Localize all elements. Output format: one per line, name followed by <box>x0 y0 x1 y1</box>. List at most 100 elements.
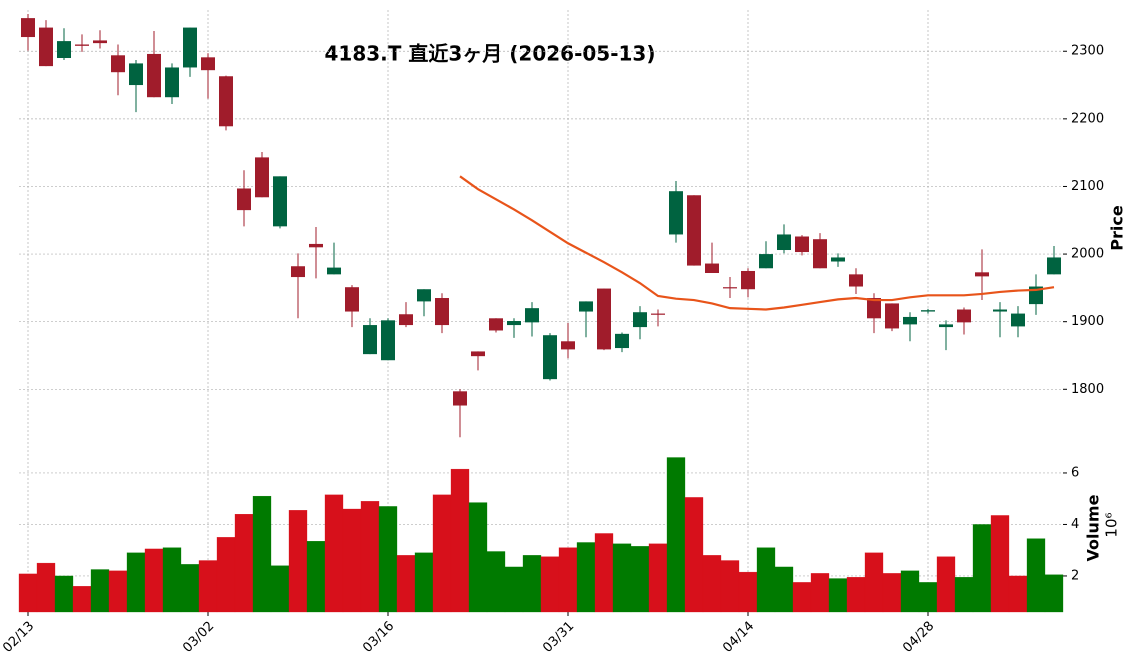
moving-average-line <box>459 175 1055 311</box>
candle-body <box>381 320 395 361</box>
volume-bar <box>720 560 740 613</box>
candle-body <box>507 321 521 326</box>
volume-bar <box>540 556 560 613</box>
volume-bar <box>18 573 38 613</box>
volume-bar <box>774 566 794 613</box>
candle-body <box>1011 313 1025 327</box>
volume-bar <box>1044 574 1064 613</box>
candle-body <box>669 191 683 235</box>
candle-body <box>723 287 737 289</box>
candle-body <box>921 310 935 312</box>
candle-body <box>705 263 719 274</box>
candle-body <box>471 351 485 357</box>
candle-body <box>543 335 557 380</box>
volume-bar <box>972 524 992 613</box>
candle-body <box>111 55 125 73</box>
volume-bar <box>990 515 1010 613</box>
volume-bar <box>432 494 452 613</box>
volume-bar <box>504 566 524 613</box>
volume-bar <box>180 564 200 613</box>
x-tick-label: 02/13 <box>0 619 37 656</box>
volume-bar <box>756 547 776 613</box>
volume-bar <box>1008 575 1028 613</box>
candle-body <box>615 333 629 349</box>
candle-body <box>975 272 989 277</box>
volume-bar <box>468 502 488 613</box>
candle-body <box>219 76 233 127</box>
volume-bar <box>702 555 722 613</box>
y-tick-label: 2200 <box>1071 111 1104 126</box>
volume-tick-label: 6 <box>1071 465 1079 480</box>
volume-bar <box>144 548 164 613</box>
volume-bar <box>882 573 902 613</box>
y-tick-label: 2100 <box>1071 179 1104 194</box>
candle-body <box>525 308 539 323</box>
candle-body <box>75 44 89 46</box>
volume-bar <box>324 494 344 613</box>
candle-body <box>831 257 845 262</box>
volume-bar <box>612 543 632 613</box>
candle-body <box>561 341 575 350</box>
volume-bar <box>270 565 290 613</box>
volume-bar <box>108 570 128 613</box>
volume-bar <box>360 501 380 613</box>
volume-bar <box>936 556 956 613</box>
candle-body <box>993 309 1007 312</box>
candle-body <box>651 313 665 315</box>
candle-body <box>1047 257 1061 275</box>
x-tick-label: 03/16 <box>360 619 397 656</box>
candle-body <box>165 67 179 98</box>
candle-body <box>21 18 35 38</box>
candle-body <box>687 195 701 266</box>
volume-bar <box>306 541 326 613</box>
volume-bar <box>486 551 506 613</box>
volume-bar <box>558 547 578 613</box>
candle-body <box>777 234 791 251</box>
x-tick-label: 03/02 <box>180 619 217 656</box>
candle-body <box>633 312 647 328</box>
volume-bar <box>738 571 758 613</box>
volume-bar <box>522 555 542 613</box>
volume-bar <box>954 577 974 613</box>
volume-bar <box>648 543 668 613</box>
volume-bar <box>198 560 218 613</box>
candle-body <box>867 298 881 319</box>
volume-axis-label: Volume <box>1084 494 1103 561</box>
volume-bar <box>396 555 416 613</box>
y-tick-label: 2300 <box>1071 44 1104 59</box>
candle-body <box>453 391 467 406</box>
y-tick-label: 1800 <box>1071 382 1104 397</box>
candle-body <box>939 324 953 328</box>
volume-bar <box>792 582 812 613</box>
volume-bar <box>126 552 146 613</box>
x-tick-label: 03/31 <box>540 619 577 656</box>
candle-body <box>57 41 71 59</box>
candle-body <box>345 287 359 312</box>
volume-bar <box>414 552 434 613</box>
volume-bar <box>864 552 884 613</box>
volume-bar <box>810 573 830 613</box>
volume-bar <box>846 577 866 613</box>
volume-bar <box>90 569 110 613</box>
volume-bar <box>918 582 938 613</box>
volume-tick-label: 4 <box>1071 517 1079 532</box>
volume-bar <box>594 533 614 613</box>
volume-bar <box>342 508 362 613</box>
volume-bar <box>162 547 182 613</box>
volume-bar <box>288 510 308 613</box>
candle-body <box>795 236 809 253</box>
volume-multiplier: 10⁶ <box>1103 512 1121 537</box>
volume-bar <box>252 495 272 613</box>
volume-bar <box>900 570 920 613</box>
volume-bar <box>72 586 92 613</box>
candle-body <box>957 309 971 323</box>
volume-bar <box>828 578 848 613</box>
y-tick-label: 1900 <box>1071 314 1104 329</box>
candle-body <box>399 314 413 326</box>
candle-body <box>129 63 143 86</box>
candle-body <box>237 188 251 211</box>
candle-body <box>273 176 287 227</box>
candle-body <box>813 239 827 269</box>
volume-bar <box>666 457 686 613</box>
